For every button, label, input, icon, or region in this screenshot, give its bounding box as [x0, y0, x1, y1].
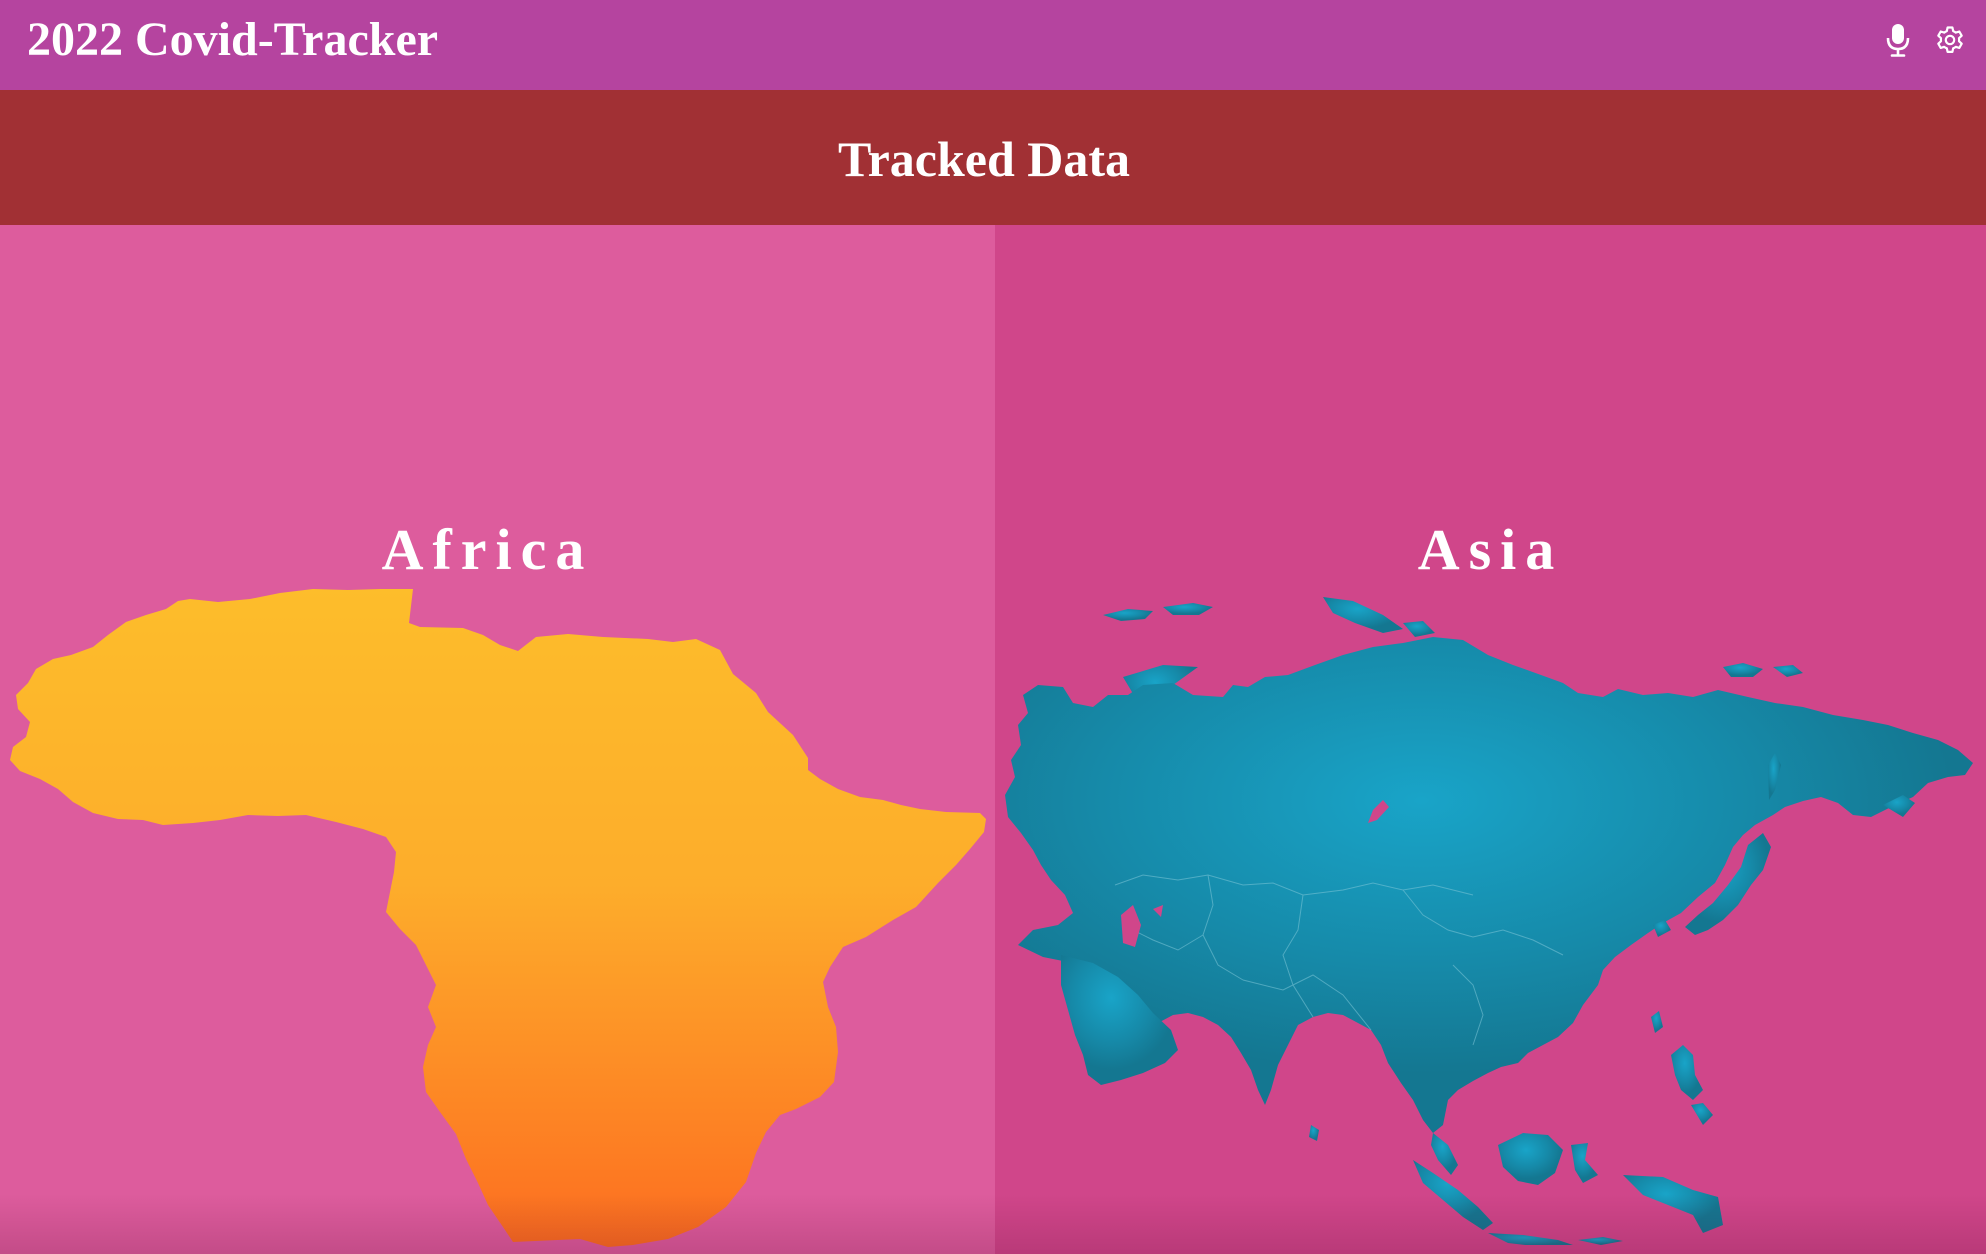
asia-panel[interactable]: Asia	[995, 225, 1986, 1254]
settings-button[interactable]	[1934, 20, 1966, 60]
africa-panel[interactable]: Africa	[0, 225, 995, 1254]
section-title: Tracked Data	[837, 130, 1131, 187]
microphone-icon	[1886, 24, 1910, 57]
asia-map-icon	[1005, 597, 1973, 1245]
continent-panels: Africa Asia	[0, 225, 1986, 1254]
top-bar: 2022 Covid-Tracker	[0, 0, 1986, 90]
top-bar-actions	[1882, 20, 1966, 60]
asia-label: Asia	[1417, 517, 1564, 582]
microphone-button[interactable]	[1882, 20, 1914, 60]
africa-label: Africa	[381, 517, 594, 582]
app-title: 2022 Covid-Tracker	[27, 13, 439, 66]
section-bar: Tracked Data	[0, 90, 1986, 225]
africa-map-icon	[10, 589, 986, 1247]
gear-icon	[1937, 26, 1963, 53]
